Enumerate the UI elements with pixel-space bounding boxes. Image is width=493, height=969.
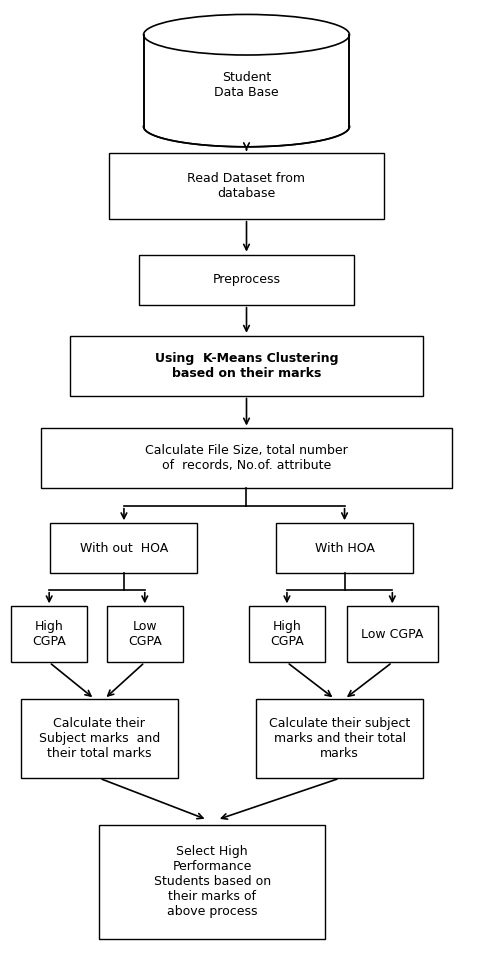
Ellipse shape <box>143 15 350 55</box>
FancyBboxPatch shape <box>100 825 325 939</box>
FancyBboxPatch shape <box>70 335 423 395</box>
Text: Using  K-Means Clustering
based on their marks: Using K-Means Clustering based on their … <box>155 352 338 380</box>
FancyBboxPatch shape <box>276 523 413 574</box>
Text: Calculate their subject
marks and their total
marks: Calculate their subject marks and their … <box>269 717 410 760</box>
FancyBboxPatch shape <box>21 699 178 778</box>
FancyBboxPatch shape <box>347 607 438 662</box>
FancyBboxPatch shape <box>109 153 384 219</box>
FancyBboxPatch shape <box>249 607 325 662</box>
Text: Low
CGPA: Low CGPA <box>128 620 162 648</box>
FancyBboxPatch shape <box>40 428 453 488</box>
FancyBboxPatch shape <box>256 699 423 778</box>
Text: Read Dataset from
database: Read Dataset from database <box>187 172 306 200</box>
Polygon shape <box>143 35 350 127</box>
Text: High
CGPA: High CGPA <box>270 620 304 648</box>
Text: Student
Data Base: Student Data Base <box>214 72 279 100</box>
Text: High
CGPA: High CGPA <box>33 620 66 648</box>
Text: Calculate File Size, total number
of  records, No.of. attribute: Calculate File Size, total number of rec… <box>145 445 348 473</box>
Text: With out  HOA: With out HOA <box>80 542 168 555</box>
Text: Low CGPA: Low CGPA <box>361 628 423 641</box>
FancyBboxPatch shape <box>50 523 198 574</box>
Text: Select High
Performance
Students based on
their marks of
above process: Select High Performance Students based o… <box>154 845 271 918</box>
FancyBboxPatch shape <box>11 607 87 662</box>
FancyBboxPatch shape <box>139 255 354 305</box>
Text: Preprocess: Preprocess <box>212 273 281 286</box>
Text: With HOA: With HOA <box>315 542 375 555</box>
FancyBboxPatch shape <box>107 607 183 662</box>
Text: Calculate their
Subject marks  and
their total marks: Calculate their Subject marks and their … <box>39 717 160 760</box>
